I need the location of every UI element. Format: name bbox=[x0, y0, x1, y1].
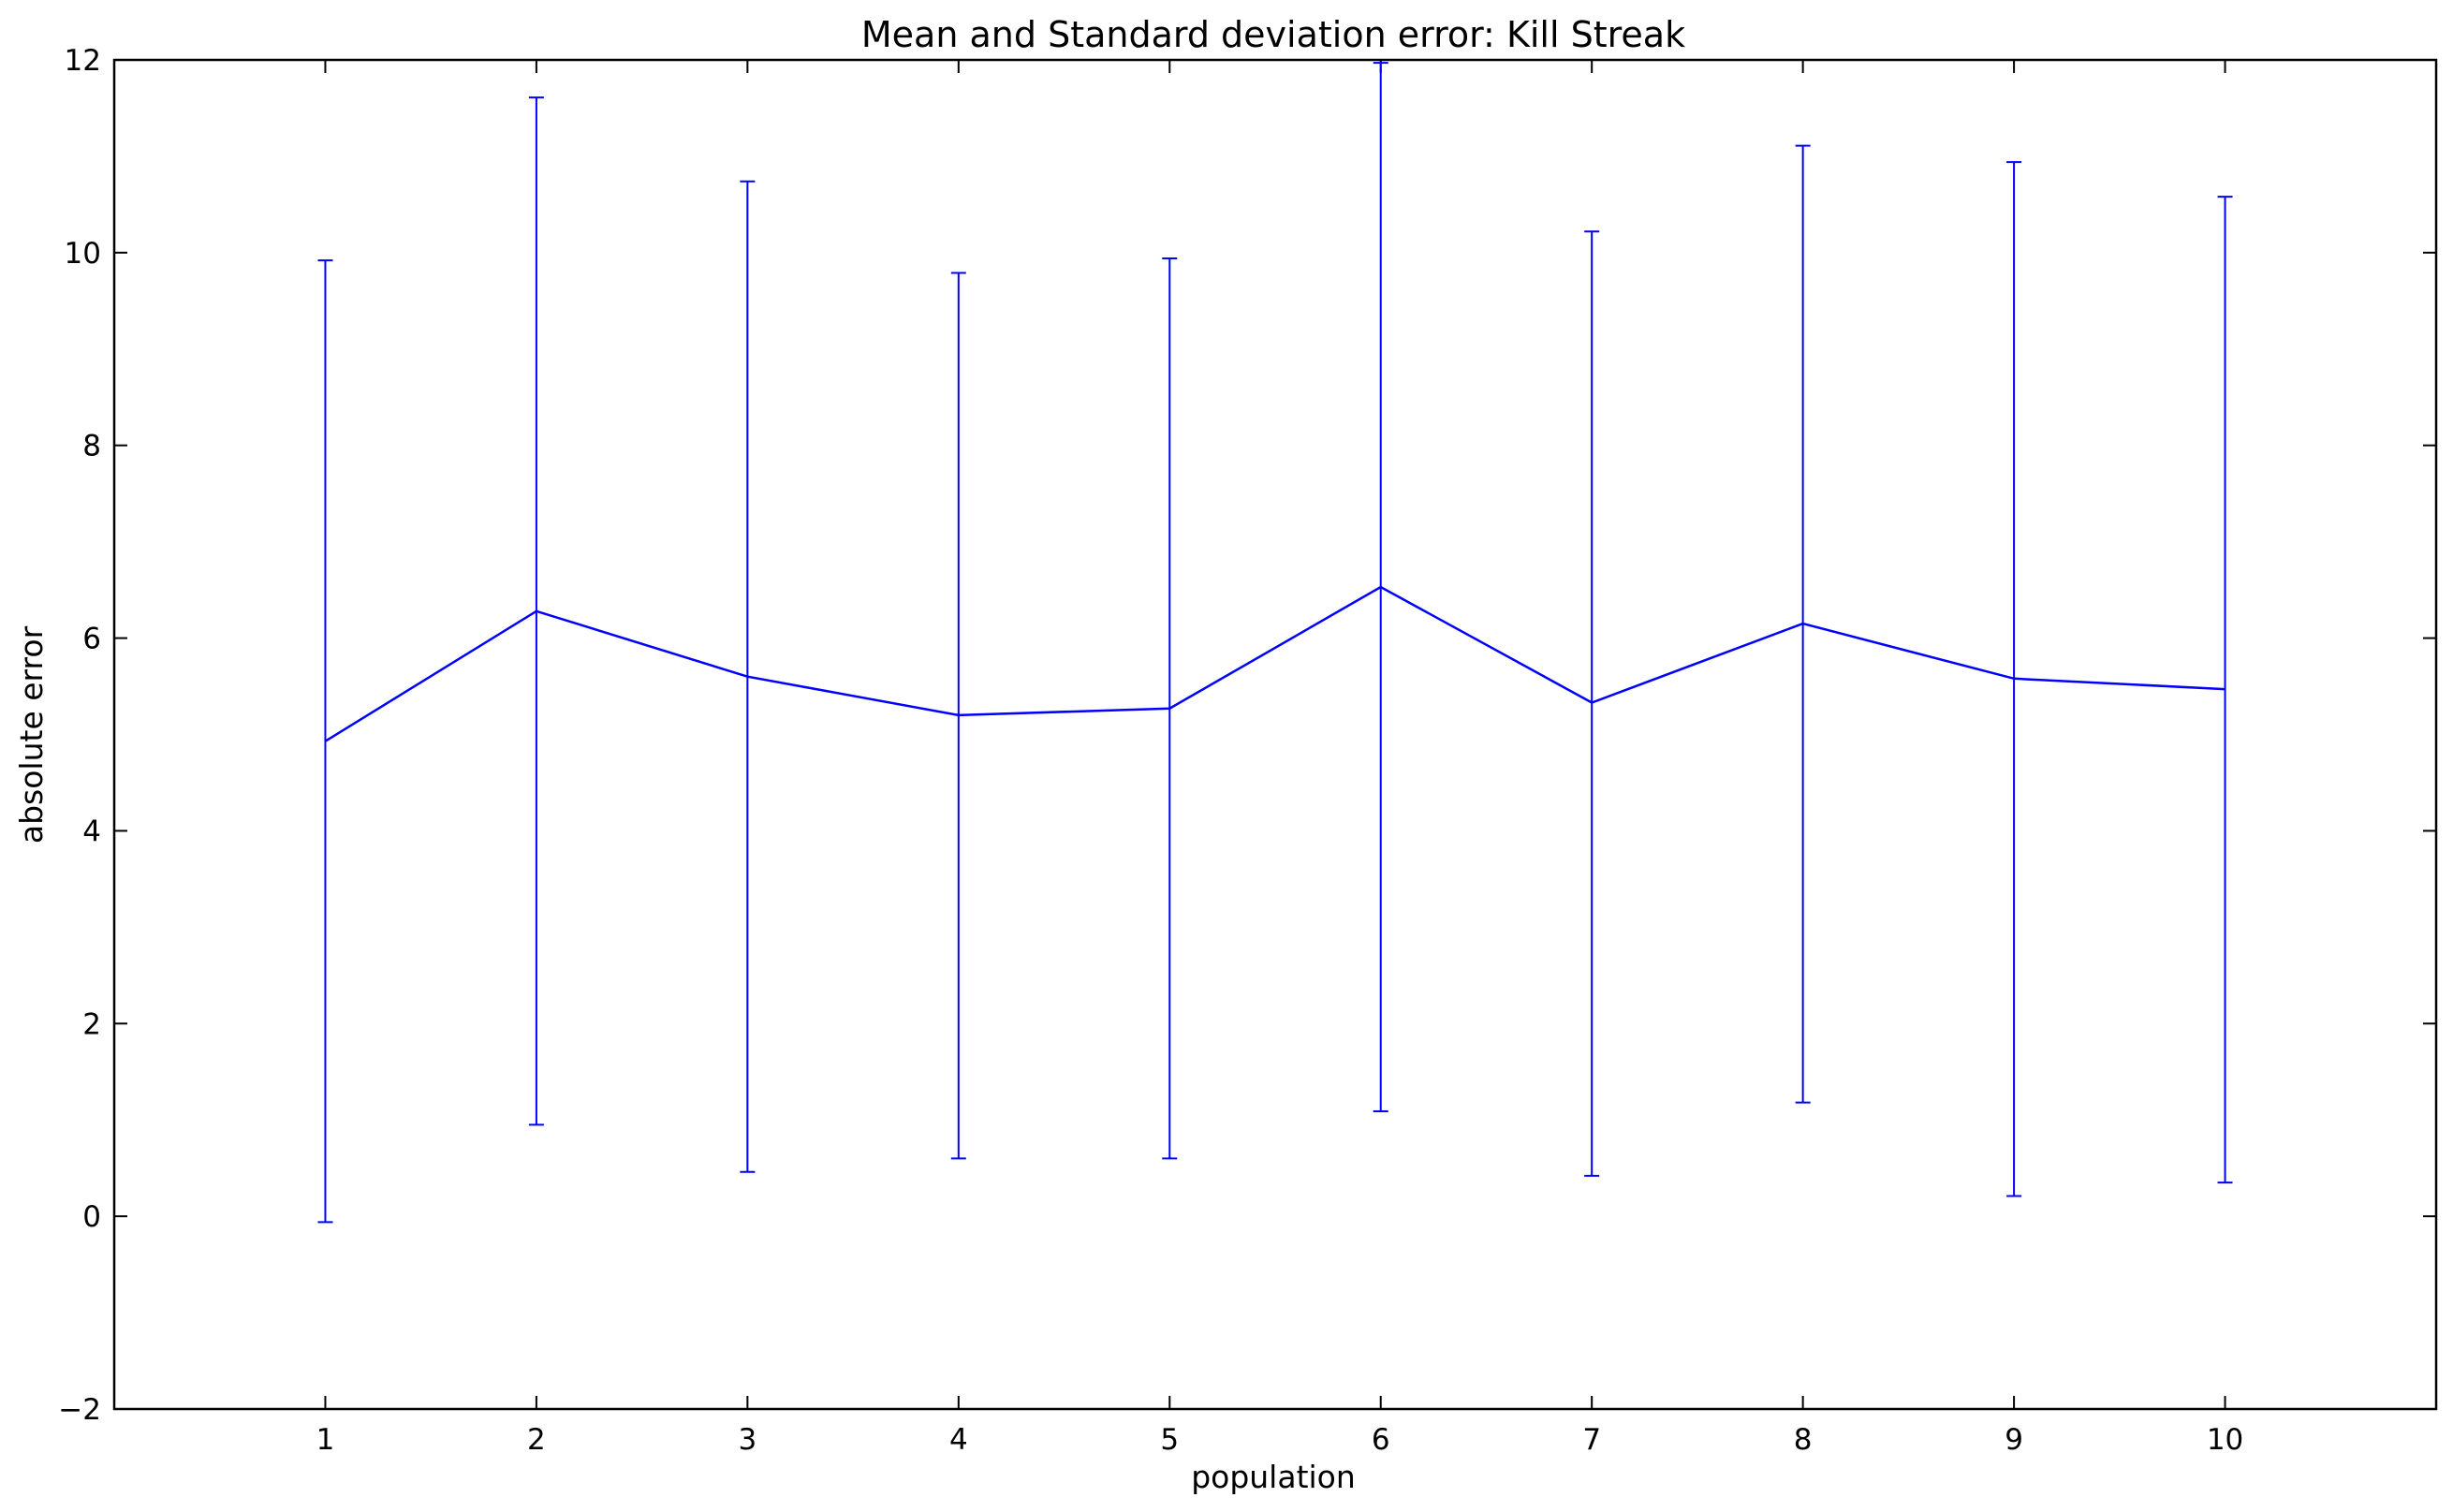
y-tick-label: 6 bbox=[82, 623, 101, 656]
plot-frame bbox=[112, 58, 2438, 1411]
mean-line bbox=[324, 585, 2225, 742]
x-axis-title: population bbox=[1191, 1459, 1356, 1495]
y-tick-label: 10 bbox=[65, 237, 101, 271]
x-tick-label: 2 bbox=[527, 1423, 546, 1457]
y-tick-label: −2 bbox=[58, 1393, 101, 1427]
x-tick-label: 9 bbox=[2005, 1423, 2023, 1457]
x-tick-label: 7 bbox=[1582, 1423, 1601, 1457]
x-tick-label: 8 bbox=[1794, 1423, 1813, 1457]
x-tick-label: 10 bbox=[2207, 1423, 2243, 1457]
x-tick-label: 6 bbox=[1372, 1423, 1390, 1457]
y-tick-label: 0 bbox=[82, 1200, 101, 1234]
x-tick-label: 5 bbox=[1160, 1423, 1179, 1457]
chart-title: Mean and Standard deviation error: Kill … bbox=[861, 14, 1685, 55]
x-tick-label: 4 bbox=[949, 1423, 968, 1457]
y-axis-title: absolute error bbox=[13, 625, 50, 844]
y-tick-label: 8 bbox=[82, 430, 101, 463]
y-tick-label: 4 bbox=[82, 815, 101, 848]
x-tick-label: 1 bbox=[316, 1423, 335, 1457]
y-tick-label: 12 bbox=[65, 44, 101, 78]
x-tick-label: 3 bbox=[738, 1423, 756, 1457]
y-tick-label: 2 bbox=[82, 1007, 101, 1041]
